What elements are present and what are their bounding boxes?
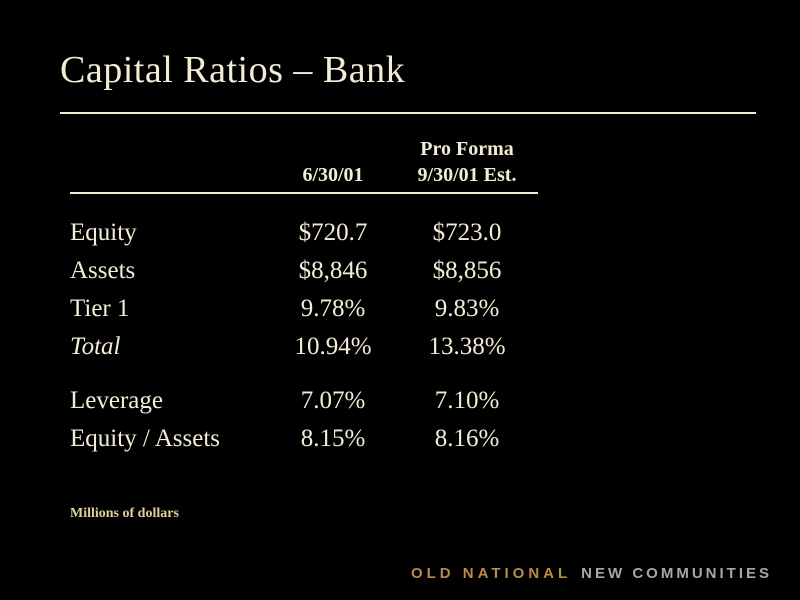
column-header-pro-forma-line1: Pro Forma (420, 138, 514, 160)
capital-ratios-table: 6/30/01 Pro Forma 9/30/01 Est. Equity $7… (70, 132, 538, 458)
value-6-30-01: 9.78% (300, 295, 366, 322)
table-header-row: 6/30/01 Pro Forma 9/30/01 Est. (70, 132, 538, 188)
row-label: Equity (70, 219, 137, 246)
brand-new-communities: NEW COMMUNITIES (581, 565, 772, 582)
column-header-pro-forma: Pro Forma 9/30/01 Est. (396, 136, 538, 188)
table-row-equity-assets: Equity / Assets 8.15% 8.16% (70, 420, 538, 458)
column-header-6-30-01: 6/30/01 (302, 164, 364, 186)
value-9-30-01-est: 8.16% (434, 425, 500, 452)
table-row-leverage: Leverage 7.07% 7.10% (70, 382, 538, 420)
row-label: Tier 1 (70, 295, 130, 322)
value-9-30-01-est: 13.38% (428, 333, 506, 360)
header-underline (70, 192, 538, 194)
title-underline (60, 112, 756, 114)
value-9-30-01-est: 7.10% (434, 387, 500, 414)
row-label: Equity / Assets (70, 425, 221, 452)
table-group-capital: Equity $720.7 $723.0 Assets $8,846 $8,85… (70, 214, 538, 366)
row-label: Assets (70, 257, 136, 284)
table-row-assets: Assets $8,846 $8,856 (70, 252, 538, 290)
value-6-30-01: 10.94% (294, 333, 372, 360)
table-group-ratios: Leverage 7.07% 7.10% Equity / Assets 8.1… (70, 382, 538, 458)
footnote-millions-of-dollars: Millions of dollars (70, 506, 179, 521)
value-6-30-01: 7.07% (300, 387, 366, 414)
value-6-30-01: 8.15% (300, 425, 366, 452)
table-row-tier-1: Tier 1 9.78% 9.83% (70, 290, 538, 328)
column-header-pro-forma-line2: 9/30/01 Est. (417, 164, 517, 186)
table-row-total: Total 10.94% 13.38% (70, 328, 538, 366)
slide-title: Capital Ratios – Bank (60, 49, 406, 91)
row-label: Total (70, 333, 121, 360)
value-9-30-01-est: $8,856 (432, 257, 502, 284)
value-6-30-01: $8,846 (298, 257, 368, 284)
brand-old-national: OLD NATIONAL (410, 565, 572, 582)
value-9-30-01-est: $723.0 (432, 219, 502, 246)
table-row-equity: Equity $720.7 $723.0 (70, 214, 538, 252)
value-9-30-01-est: 9.83% (434, 295, 500, 322)
value-6-30-01: $720.7 (298, 219, 368, 246)
row-label: Leverage (70, 387, 163, 414)
brand-logo: OLD NATIONAL NEW COMMUNITIES (411, 565, 772, 582)
